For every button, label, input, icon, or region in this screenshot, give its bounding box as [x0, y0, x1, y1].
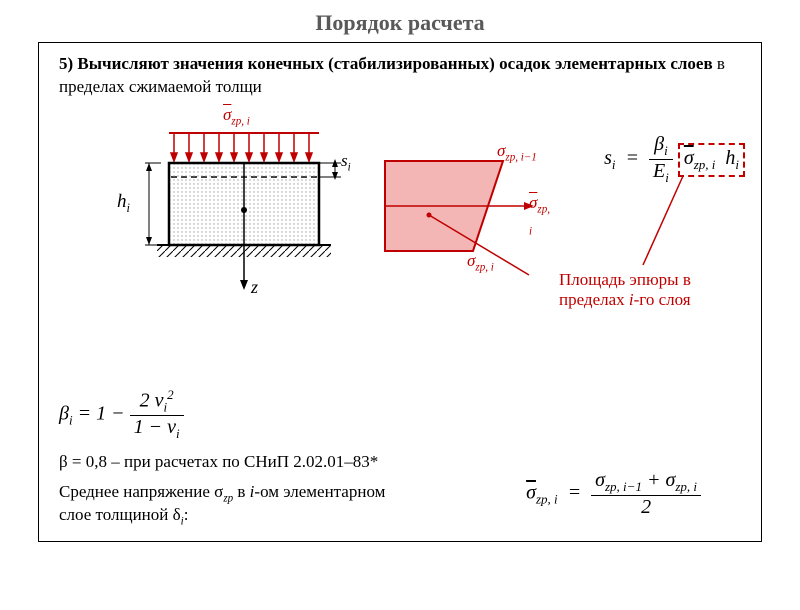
stress-epure: σzp, i−1 σzp, i σzp, i	[379, 155, 549, 275]
step-num: 5)	[59, 54, 73, 73]
page-title: Порядок расчета	[0, 10, 800, 36]
trapezoid-svg	[379, 155, 549, 285]
sigma-mid-epure: σzp, i	[529, 193, 550, 238]
layer-svg	[109, 115, 369, 305]
z-label: z	[251, 277, 258, 298]
h-label: hi	[117, 191, 130, 216]
s-label: si	[341, 151, 351, 173]
avg-text: Среднее напряжение σzp в i-ом элементарн…	[59, 482, 419, 527]
content-box: 5) Вычисляют значения конечных (стабилиз…	[38, 42, 762, 542]
sigma-top-label: σzp, i	[223, 105, 250, 127]
sigma-top-epure: σzp, i−1	[497, 141, 537, 163]
avg-formula: σzp, i = σzp, i−1 + σzp, i 2	[526, 469, 701, 519]
diagram-row: σzp, i hi si z σzp, i−1	[59, 115, 749, 305]
step-text: 5) Вычисляют значения конечных (стабилиз…	[59, 53, 749, 99]
leader-svg	[583, 173, 703, 273]
annotation-text: Площадь эпюры в пределах i-го слоя	[559, 270, 739, 311]
beta-formula: βi = 1 − 2 νi2 1 − νi	[59, 387, 719, 443]
layer-diagram: σzp, i hi si z	[109, 115, 369, 295]
sigma-bottom-epure: σzp, i	[467, 251, 494, 273]
step-bold: Вычисляют значения конечных (стабилизиро…	[77, 54, 712, 73]
